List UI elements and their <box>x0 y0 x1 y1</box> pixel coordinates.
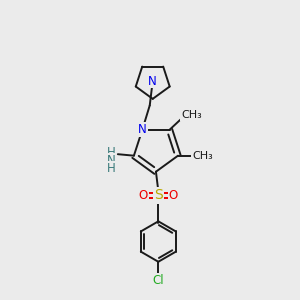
Text: H: H <box>106 146 116 159</box>
Text: S: S <box>154 188 163 203</box>
Text: H: H <box>106 162 116 175</box>
Text: Cl: Cl <box>152 274 164 287</box>
Text: CH₃: CH₃ <box>181 110 202 120</box>
Text: N: N <box>106 154 116 167</box>
Text: N: N <box>138 123 147 136</box>
Text: O: O <box>169 189 178 202</box>
Text: N: N <box>148 74 157 88</box>
Text: O: O <box>139 189 148 202</box>
Text: CH₃: CH₃ <box>192 151 213 161</box>
